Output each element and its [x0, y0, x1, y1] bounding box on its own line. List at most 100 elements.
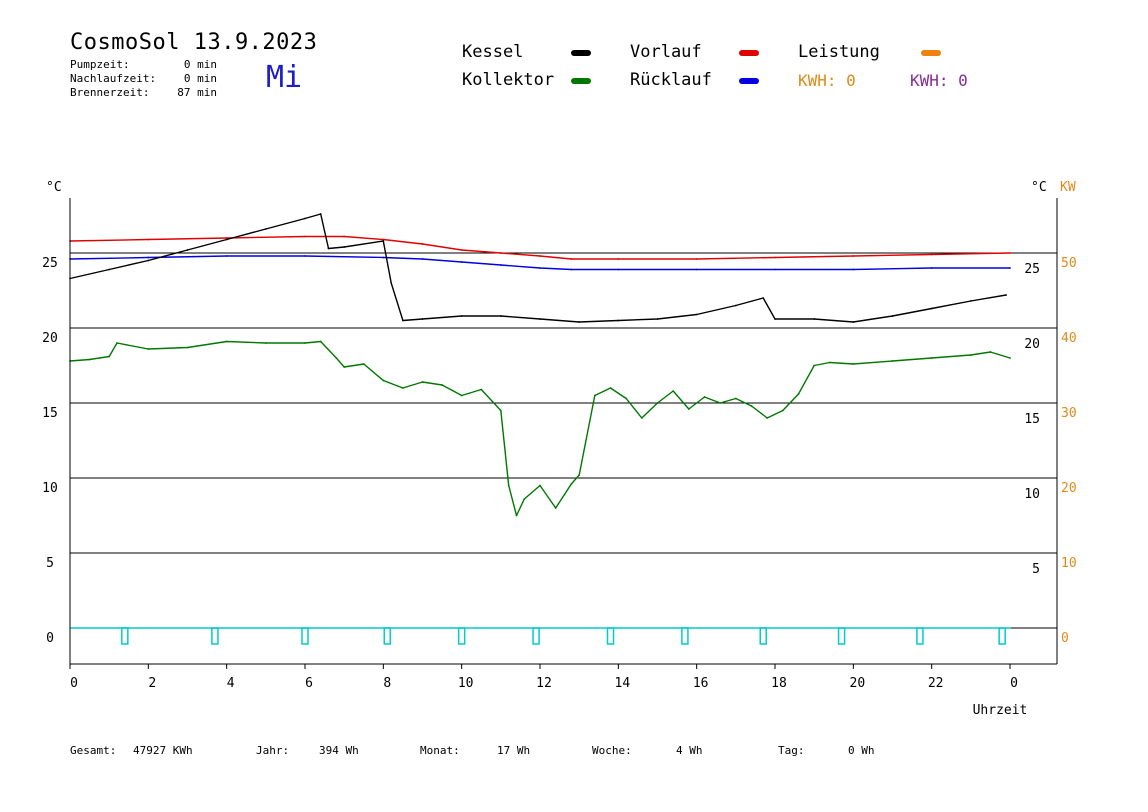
- x-tick-label: 0: [1010, 676, 1018, 691]
- series-kollektor-point: [989, 351, 992, 353]
- series-kessel-point: [186, 249, 189, 251]
- series-leistung-point: [606, 627, 615, 645]
- legend-kollektor-label: Kollektor: [462, 70, 555, 90]
- y-tick-label-left: 0: [46, 631, 54, 646]
- series-kollektor-point: [515, 514, 518, 517]
- series-leistung-point: [211, 627, 219, 645]
- series-kollektor-point: [304, 342, 306, 344]
- series-r-cklauf-point: [570, 268, 573, 271]
- series-leistung-point: [681, 627, 689, 645]
- series-kollektor-point: [116, 342, 118, 344]
- series-kollektor-point: [362, 363, 365, 365]
- series-kollektor-point: [852, 363, 855, 365]
- series-vorlauf-point: [695, 258, 698, 260]
- stat-label-brennerzeit: Brennerzeit:: [70, 86, 150, 99]
- series-kessel-point: [460, 315, 463, 317]
- series-r-cklauf-point: [460, 261, 463, 263]
- series-r-cklauf-point: [225, 255, 228, 257]
- legend-leistung-label: Leistung: [798, 42, 880, 62]
- series-vorlauf-point: [147, 238, 150, 241]
- series-vorlauf-point: [539, 255, 541, 257]
- series-kessel-point: [852, 321, 855, 323]
- series-kessel-point: [774, 318, 776, 320]
- series-kollektor-point: [672, 390, 675, 392]
- series-vorlauf-point: [421, 243, 424, 245]
- footer-tag-label: Tag:: [778, 744, 805, 757]
- kw-tick-label: 50: [1061, 256, 1077, 271]
- footer-jahr-label: Jahr:: [256, 744, 290, 757]
- series-r-cklauf-point: [382, 256, 385, 259]
- y-tick-label-right: 25: [1024, 262, 1040, 277]
- footer-woche-label: Woche:: [592, 744, 632, 757]
- series-kessel-point: [578, 321, 581, 323]
- series-kessel-point: [304, 217, 306, 220]
- series-vorlauf-point: [343, 235, 346, 238]
- stat-value-brennerzeit: 87 min: [177, 86, 217, 99]
- series-vorlauf-point: [382, 238, 385, 241]
- series-kessel-point: [108, 268, 111, 271]
- legend-kwh-purple: KWH: 0: [910, 71, 968, 90]
- series-kessel-point: [969, 300, 972, 302]
- series-kessel-point: [891, 315, 894, 317]
- x-tick-label: 0: [70, 676, 78, 691]
- series-vorlauf-point: [774, 256, 776, 259]
- x-tick-label: 2: [148, 676, 156, 691]
- series-kollektor-point: [625, 397, 628, 400]
- series-kollektor-line: [69, 340, 1011, 517]
- series-kollektor-point: [343, 366, 346, 368]
- y-tick-label-right: 5: [1032, 562, 1040, 577]
- series-kollektor-point: [382, 379, 385, 382]
- series-leistung-point: [121, 627, 129, 645]
- x-tick-label: 8: [383, 676, 391, 691]
- footer-gesamt-value: 47927 KWh: [133, 744, 193, 757]
- y-tick-label-right: 20: [1024, 337, 1040, 352]
- series-kollektor-point: [797, 393, 800, 395]
- series-kollektor-point: [108, 355, 111, 358]
- series-vorlauf-point: [460, 249, 463, 251]
- series-kollektor-point: [335, 357, 338, 359]
- series-vorlauf-point: [1009, 252, 1011, 254]
- series-kessel-point: [343, 246, 346, 248]
- series-r-cklauf-point: [304, 255, 306, 257]
- series-kollektor-point: [319, 340, 322, 343]
- x-tick-label: 14: [615, 676, 631, 691]
- legend-kessel-label: Kessel: [462, 42, 524, 62]
- series-kollektor-point: [570, 483, 573, 485]
- x-tick-label: 10: [458, 676, 474, 691]
- series-r-cklauf-point: [147, 256, 150, 259]
- series-kollektor-point: [593, 394, 596, 397]
- y-tick-label-right: 10: [1024, 487, 1040, 502]
- series-kollektor-point: [703, 396, 706, 398]
- legend-kwh-orange: KWH: 0: [798, 71, 856, 90]
- x-tick-label: 12: [536, 676, 552, 691]
- series-leistung-point: [916, 627, 924, 645]
- series-kollektor-point: [828, 361, 831, 364]
- series-layer: [69, 213, 1011, 645]
- y-tick-label-left: 25: [42, 256, 58, 271]
- series-kollektor-point: [186, 346, 189, 349]
- series-kollektor-point: [781, 409, 784, 412]
- series-kessel-point: [930, 307, 933, 310]
- x-axis-title: Uhrzeit: [973, 703, 1028, 718]
- series-r-cklauf-point: [539, 267, 541, 269]
- series-r-cklauf-point: [617, 268, 620, 271]
- stat-value-nachlaufzeit: 0 min: [183, 72, 217, 85]
- legend-vorlauf-swatch: [739, 50, 759, 56]
- y-unit-left: °C: [46, 180, 62, 195]
- legend-kollektor-swatch: [571, 78, 591, 84]
- series-r-cklauf-point: [421, 258, 424, 260]
- footer-woche-value: 4 Wh: [676, 744, 703, 757]
- series-kessel-point: [319, 213, 322, 215]
- series-kessel-point: [390, 282, 393, 284]
- series-r-cklauf-point: [1009, 267, 1011, 269]
- series-kollektor-point: [930, 357, 933, 359]
- y-tick-label-left: 10: [42, 481, 58, 496]
- x-tick-label: 18: [771, 676, 787, 691]
- axis-layer: 0 2 4 6 8 10 12 14 16 18 20 22 0 Uhrzeit 0 5 10 15 20 25 5 10…: [42, 180, 1076, 718]
- kw-tick-label: 40: [1061, 331, 1077, 346]
- series-kollektor-point: [507, 484, 510, 487]
- series-r-cklauf-line: [69, 255, 1010, 271]
- stat-label-pumpzeit: Pumpzeit:: [70, 58, 130, 71]
- footer-gesamt-label: Gesamt:: [70, 744, 117, 757]
